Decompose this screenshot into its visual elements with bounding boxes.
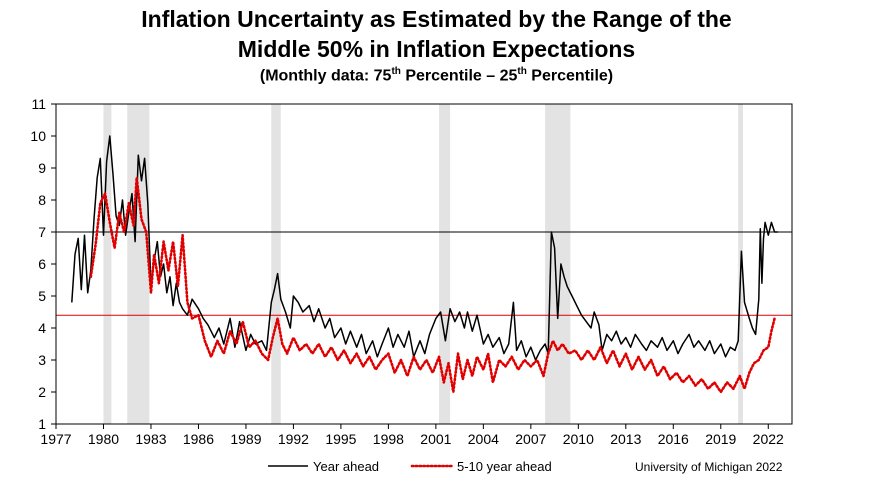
x-tick-label: 1992 (278, 431, 309, 447)
recession-band-0 (103, 104, 112, 424)
series-line-year-ahead (71, 135, 778, 361)
y-tick-label: 11 (31, 96, 46, 112)
chart-title-line-2: Middle 50% in Inflation Expectations (237, 36, 636, 62)
subtitle-post: Percentile) (526, 67, 614, 85)
x-tick-label: 2007 (515, 431, 546, 447)
y-tick-label: 6 (38, 256, 46, 272)
x-tick-label: 1980 (88, 431, 119, 447)
y-tick-label: 7 (38, 224, 46, 240)
chart-title-line-1: Inflation Uncertainty as Estimated by th… (141, 6, 732, 32)
x-tick-label: 2004 (468, 431, 499, 447)
x-tick-label: 2013 (610, 431, 641, 447)
y-tick-label: 4 (38, 320, 46, 336)
x-tick-label: 1998 (373, 431, 404, 447)
x-tick-label: 1983 (135, 431, 166, 447)
x-tick-label: 2022 (753, 431, 784, 447)
recession-band-1 (127, 104, 150, 424)
x-tick-label: 2016 (658, 431, 689, 447)
recession-bands (103, 104, 743, 424)
x-tick-label: 2001 (420, 431, 451, 447)
x-axis: 1977 1980 1983 1986 1989 1992 1995 1998 2001 2004… (40, 424, 784, 447)
x-tick-label: 1977 (40, 431, 71, 447)
subtitle-sup-2: th (517, 66, 527, 77)
recession-band-3 (439, 104, 451, 424)
subtitle-sup-1: th (391, 66, 401, 77)
reference-lines (56, 231, 792, 316)
y-tick-label: 1 (38, 416, 46, 432)
y-axis: 1 2 3 4 5 6 7 8 9 10 11 (30, 96, 56, 432)
x-tick-label: 1989 (230, 431, 261, 447)
x-tick-label: 2019 (705, 431, 736, 447)
legend-label-year-ahead: Year ahead (313, 459, 379, 474)
series-line-5-10-year-ahead (89, 176, 776, 394)
x-tick-label: 2010 (563, 431, 594, 447)
recession-band-2 (271, 104, 281, 424)
legend-label-5-10-year: 5-10 year ahead (457, 459, 552, 474)
y-tick-label: 8 (38, 192, 46, 208)
x-tick-label: 1986 (183, 431, 214, 447)
y-tick-label: 3 (38, 352, 46, 368)
recession-band-4 (545, 104, 571, 424)
subtitle-mid: Percentile – 25 (400, 67, 518, 85)
chart-subtitle: (Monthly data: 75th Percentile – 25th Pe… (0, 66, 873, 85)
series-group (71, 135, 778, 394)
source-note: University of Michigan 2022 (635, 460, 783, 474)
x-tick-label: 1995 (325, 431, 356, 447)
y-tick-label: 2 (38, 384, 46, 400)
y-tick-label: 5 (38, 288, 46, 304)
y-tick-label: 9 (38, 160, 46, 176)
y-tick-label: 10 (30, 128, 46, 144)
subtitle-pre: (Monthly data: 75 (259, 67, 392, 85)
legend: Year ahead 5-10 year ahead (268, 459, 552, 474)
